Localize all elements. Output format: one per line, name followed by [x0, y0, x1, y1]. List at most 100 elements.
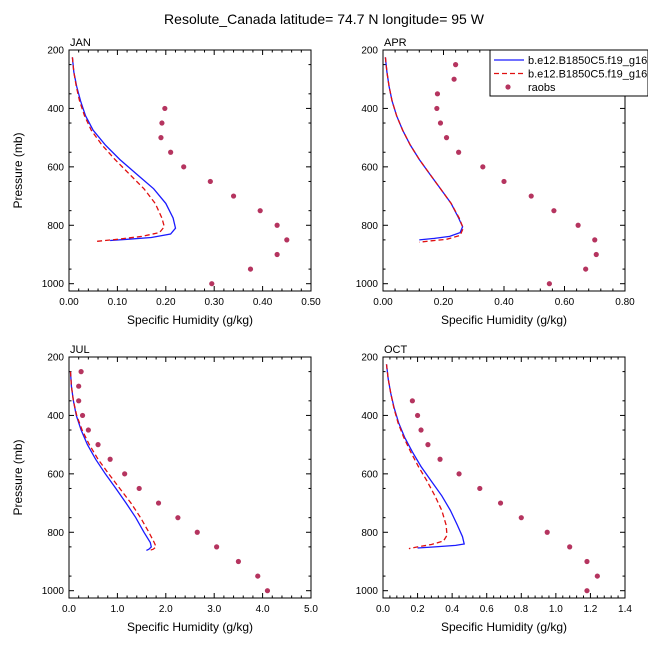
raobs-point-jul: [95, 442, 101, 448]
raobs-point-apr: [546, 281, 552, 287]
y-tick-label-apr: 1000: [356, 279, 379, 290]
raobs-point-apr: [501, 178, 507, 185]
x-tick-label-oct: 0.4: [445, 604, 459, 615]
y-tick-label-jan: 1000: [42, 279, 65, 290]
x-tick-label-apr: 0.00: [373, 297, 393, 308]
panel-jul: JUL 0.0 1.0 2.0 3.0 4.0 5.0 200 400 600 800 1000 Spe…: [11, 344, 318, 634]
raobs-point-oct: [425, 442, 431, 448]
panels: JAN 0.00 0.10 0.20 0.30 0.40 0.50 200 400 600 800 1…: [11, 37, 635, 634]
x-tick-label-oct: 1.4: [618, 604, 632, 615]
y-tick-label-apr: 600: [361, 162, 378, 173]
y-tick-label-jan: 600: [47, 162, 64, 173]
y-tick-label-jul: 800: [47, 528, 64, 539]
x-tick-label-oct: 0.6: [480, 604, 494, 615]
x-tick-label-jan: 0.50: [301, 297, 321, 308]
y-tick-label-oct: 600: [361, 469, 378, 480]
raobs-point-jul: [255, 573, 261, 579]
x-axis-title-jan: Specific Humidity (g/kg): [127, 313, 253, 327]
raobs-point-jul: [78, 369, 84, 375]
raobs-point-apr: [583, 266, 589, 272]
raobs-point-oct: [497, 500, 504, 506]
raobs-point-oct: [418, 427, 424, 433]
raobs-point-jan: [247, 266, 254, 272]
raobs-point-jan: [181, 164, 187, 170]
panel-oct: OCT 0.0 0.2 0.4 0.6 0.8 1.0 1.2 1.4 200 400 600 800 1…: [356, 344, 633, 634]
raobs-point-jan: [162, 105, 168, 112]
raobs-point-jul: [235, 558, 241, 565]
y-tick-label-apr: 200: [361, 46, 378, 57]
x-tick-label-jan: 0.40: [253, 297, 273, 308]
x-tick-label-jan: 0.10: [108, 297, 128, 308]
x-tick-label-jul: 2.0: [159, 604, 173, 615]
y-tick-label-oct: 1000: [356, 586, 379, 597]
legend-label-2: b.e12.B1850C5.f19_g16: [528, 69, 647, 81]
plot-frame-jan: [68, 49, 312, 292]
raobs-point-apr: [528, 193, 534, 199]
raobs-point-jul: [76, 398, 82, 404]
raobs-point-apr: [434, 91, 441, 97]
series-line-apr-2: [384, 57, 464, 243]
y-tick-label-oct: 400: [361, 411, 378, 422]
series-line-oct-1: [385, 364, 465, 549]
x-tick-label-jul: 3.0: [207, 604, 221, 615]
x-tick-label-jan: 0.30: [204, 297, 224, 308]
y-axis-title-jul: Pressure (mb): [11, 439, 25, 515]
raobs-point-oct: [594, 573, 600, 579]
raobs-point-oct: [567, 544, 573, 550]
y-tick-label-jan: 200: [47, 46, 64, 57]
raobs-point-jul: [122, 471, 128, 477]
x-tick-label-jul: 0.0: [62, 604, 76, 615]
x-tick-label-jul: 4.0: [256, 604, 270, 615]
raobs-point-jul: [76, 383, 82, 389]
y-tick-label-jul: 600: [47, 469, 64, 480]
series-line-apr-1: [384, 57, 464, 241]
raobs-point-apr: [453, 62, 459, 68]
raobs-point-jan: [257, 208, 263, 214]
legend-box: [489, 49, 648, 97]
legend: b.e12.B1850C5.f19_g16 b.e12.B1850C5.f19_g…: [489, 49, 648, 97]
legend-label-1: b.e12.B1850C5.f19_g16: [528, 55, 647, 67]
raobs-point-jan: [207, 178, 213, 185]
panel-label-oct: OCT: [384, 344, 408, 356]
raobs-point-apr: [480, 164, 486, 170]
x-tick-label-oct: 0.2: [411, 604, 425, 615]
x-axis-title-oct: Specific Humidity (g/kg): [441, 620, 567, 634]
x-tick-label-jul: 5.0: [304, 604, 318, 615]
y-tick-label-jul: 1000: [42, 586, 65, 597]
raobs-point-oct: [409, 398, 415, 404]
x-tick-label-jan: 0.20: [156, 297, 176, 308]
y-tick-label-oct: 200: [361, 353, 378, 364]
panel-label-jan: JAN: [70, 37, 91, 49]
raobs-point-jan: [159, 120, 165, 126]
raobs-point-oct: [456, 471, 462, 477]
y-tick-label-apr: 800: [361, 221, 378, 232]
raobs-point-apr: [592, 237, 598, 243]
plot-frame-oct: [382, 356, 626, 599]
raobs-point-jan: [274, 222, 280, 228]
x-tick-label-apr: 0.20: [434, 297, 454, 308]
raobs-point-jan: [230, 193, 237, 199]
raobs-point-oct: [437, 456, 443, 462]
y-tick-label-apr: 400: [361, 104, 378, 115]
raobs-point-apr: [575, 222, 581, 228]
raobs-point-oct: [544, 529, 550, 535]
raobs-point-apr: [551, 208, 557, 214]
y-tick-label-jul: 200: [47, 353, 64, 364]
panel-jan: JAN 0.00 0.10 0.20 0.30 0.40 0.50 200 400 600 800 1…: [11, 37, 321, 327]
x-tick-label-oct: 1.2: [583, 604, 597, 615]
figure-title: Resolute_Canada latitude= 74.7 N longitu…: [164, 11, 485, 27]
x-tick-label-apr: 0.80: [615, 297, 635, 308]
x-tick-label-oct: 0.8: [514, 604, 528, 615]
raobs-point-jul: [136, 485, 142, 492]
raobs-point-jul: [85, 427, 91, 433]
y-tick-label-jan: 800: [47, 221, 64, 232]
panel-apr: APR 0.00 0.20 0.40 0.60 0.80 200 400 600 800 1000 S…: [356, 37, 635, 327]
x-tick-label-oct: 0.0: [376, 604, 390, 615]
panel-label-apr: APR: [384, 37, 407, 49]
series-line-oct-2: [385, 364, 448, 550]
y-tick-label-jul: 400: [47, 411, 64, 422]
raobs-point-apr: [456, 149, 462, 155]
raobs-point-oct: [518, 515, 524, 521]
